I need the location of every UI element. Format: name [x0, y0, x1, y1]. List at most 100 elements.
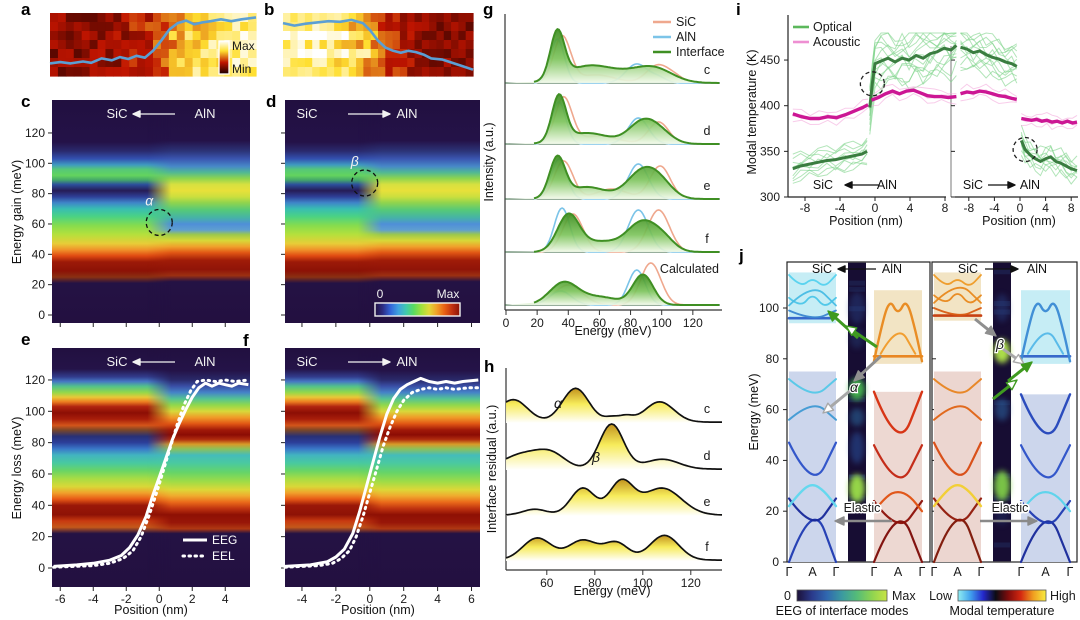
svg-text:Γ: Γ [1067, 565, 1074, 579]
svg-text:Γ: Γ [919, 565, 926, 579]
svg-text:350: 350 [760, 144, 780, 158]
svg-text:SiC: SiC [107, 106, 128, 121]
svg-text:20: 20 [32, 278, 46, 292]
svg-text:EEG: EEG [212, 533, 237, 547]
mini-colorbar [218, 40, 230, 75]
svg-text:4: 4 [434, 592, 441, 606]
svg-text:Γ: Γ [786, 565, 793, 579]
eel-curve-f [283, 386, 480, 569]
svg-text:60: 60 [540, 576, 554, 590]
panel-c-heatmap: 0 20 40 60 80 100 120 SiC AlN α [25, 100, 250, 327]
svg-text:0: 0 [772, 555, 779, 569]
colorbar-caption-modal-temperature: Modal temperature [949, 604, 1055, 618]
panel-d-heatmap: SiC AlN β 0 Max [281, 100, 480, 327]
svg-text:-6: -6 [55, 592, 66, 606]
svg-text:AlN: AlN [1027, 262, 1047, 276]
svg-text:β: β [350, 153, 359, 169]
svg-text:4: 4 [1042, 201, 1049, 215]
panel-label-c: c [21, 92, 31, 111]
svg-text:4: 4 [907, 201, 914, 215]
annotation-circle-d [351, 169, 379, 197]
axis-label-position-e: Position (nm) [114, 603, 188, 617]
svg-text:Γ: Γ [833, 565, 840, 579]
axis-label-position-f: Position (nm) [341, 603, 415, 617]
panel-i: 300 350 400 450 -8 -4 0 4 8 SiC AlN -8 -4 0 4 8 SiC AlN Op… [760, 15, 1078, 215]
svg-text:300: 300 [760, 190, 780, 204]
svg-text:β: β [995, 336, 1004, 352]
svg-text:-2: -2 [121, 592, 132, 606]
svg-text:60: 60 [593, 316, 607, 330]
annotation-circle-i [859, 71, 886, 97]
eeg-curve-f [284, 376, 479, 568]
panel-g: 0 20 40 60 80 100 120 c d e f Calculated SiCAlNInter… [503, 14, 725, 330]
svg-text:α: α [145, 192, 154, 208]
svg-text:A: A [1041, 565, 1050, 579]
svg-text:AlN: AlN [877, 178, 897, 192]
svg-text:120: 120 [25, 126, 45, 140]
svg-text:Γ: Γ [978, 565, 985, 579]
svg-text:A: A [894, 565, 903, 579]
svg-text:SiC: SiC [297, 106, 318, 121]
panel-b-heatmap [282, 13, 474, 77]
svg-text:Min: Min [232, 62, 251, 76]
svg-text:c: c [704, 402, 710, 416]
svg-text:40: 40 [766, 453, 780, 467]
svg-text:20: 20 [32, 530, 46, 544]
svg-text:450: 450 [760, 53, 780, 67]
svg-text:e: e [704, 179, 711, 193]
svg-text:100: 100 [25, 156, 45, 170]
svg-text:0: 0 [784, 589, 791, 603]
profile-line-b [282, 18, 474, 71]
svg-text:f: f [705, 540, 709, 554]
svg-text:120: 120 [681, 576, 701, 590]
eel-curve-e [52, 378, 250, 569]
panel-f-heatmap: -4 -2 0 2 4 6 SiC AlN [281, 348, 480, 606]
svg-text:0: 0 [366, 592, 373, 606]
eeg-curve-e [53, 381, 249, 568]
svg-text:80: 80 [32, 187, 46, 201]
svg-text:SiC: SiC [812, 262, 832, 276]
svg-text:8: 8 [1068, 201, 1075, 215]
svg-text:SiC: SiC [963, 178, 983, 192]
colorbar-d [374, 302, 461, 317]
svg-text:60: 60 [32, 217, 46, 231]
svg-text:Elastic: Elastic [844, 501, 881, 515]
svg-text:e: e [704, 495, 711, 509]
svg-text:6: 6 [468, 592, 475, 606]
panel-label-b: b [264, 0, 275, 19]
svg-text:0: 0 [377, 287, 384, 301]
panel-h: 60 80 100 120 c d e f α β [505, 368, 723, 590]
svg-text:40: 40 [32, 247, 46, 261]
svg-text:40: 40 [32, 498, 46, 512]
dispersion-box-AlN [1021, 394, 1070, 562]
svg-text:-4: -4 [989, 201, 1000, 215]
panel-a-heatmap: Max Min [49, 13, 257, 77]
svg-text:120: 120 [25, 373, 45, 387]
axis-label-interface-residual: Interface residual (a.u.) [485, 404, 499, 534]
svg-text:80: 80 [766, 352, 780, 366]
svg-text:SiC: SiC [676, 15, 696, 29]
panel-label-j: j [739, 246, 744, 265]
annotation-circle-i [1012, 136, 1038, 163]
svg-text:Optical: Optical [813, 20, 852, 34]
colorbar-eeg [796, 589, 888, 602]
panel-label-g: g [483, 0, 494, 19]
panel-label-i: i [736, 0, 741, 19]
svg-text:Interface: Interface [676, 45, 725, 59]
svg-text:60: 60 [32, 467, 46, 481]
svg-text:AlN: AlN [397, 106, 418, 121]
svg-text:-4: -4 [297, 592, 308, 606]
svg-text:2: 2 [189, 592, 196, 606]
svg-text:0: 0 [38, 308, 45, 322]
svg-text:120: 120 [683, 316, 703, 330]
axis-label-energy-gain: Energy gain (meV) [10, 159, 24, 265]
svg-text:AlN: AlN [1020, 178, 1040, 192]
svg-text:SiC: SiC [958, 262, 978, 276]
svg-text:Max: Max [437, 287, 460, 301]
svg-text:SiC: SiC [813, 178, 833, 192]
panel-label-h: h [484, 357, 495, 376]
svg-text:100: 100 [652, 316, 672, 330]
svg-text:-8: -8 [800, 201, 811, 215]
svg-text:-4: -4 [88, 592, 99, 606]
